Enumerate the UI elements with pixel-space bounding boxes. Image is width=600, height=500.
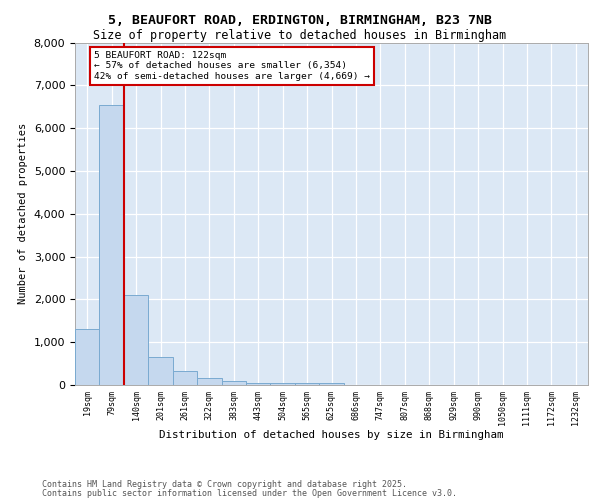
Bar	[173, 372, 197, 385]
Bar	[271, 383, 295, 385]
Text: 5, BEAUFORT ROAD, ERDINGTON, BIRMINGHAM, B23 7NB: 5, BEAUFORT ROAD, ERDINGTON, BIRMINGHAM,…	[108, 14, 492, 27]
Bar	[197, 378, 221, 385]
Bar	[124, 295, 148, 385]
Text: 5 BEAUFORT ROAD: 122sqm
← 57% of detached houses are smaller (6,354)
42% of semi: 5 BEAUFORT ROAD: 122sqm ← 57% of detache…	[94, 51, 370, 81]
X-axis label: Distribution of detached houses by size in Birmingham: Distribution of detached houses by size …	[159, 430, 504, 440]
Bar	[295, 383, 319, 385]
Text: Contains HM Land Registry data © Crown copyright and database right 2025.: Contains HM Land Registry data © Crown c…	[42, 480, 407, 489]
Bar	[319, 383, 344, 385]
Bar	[221, 381, 246, 385]
Y-axis label: Number of detached properties: Number of detached properties	[18, 123, 28, 304]
Bar	[148, 356, 173, 385]
Text: Size of property relative to detached houses in Birmingham: Size of property relative to detached ho…	[94, 29, 506, 42]
Bar	[75, 330, 100, 385]
Bar	[100, 104, 124, 385]
Text: Contains public sector information licensed under the Open Government Licence v3: Contains public sector information licen…	[42, 489, 457, 498]
Bar	[246, 383, 271, 385]
